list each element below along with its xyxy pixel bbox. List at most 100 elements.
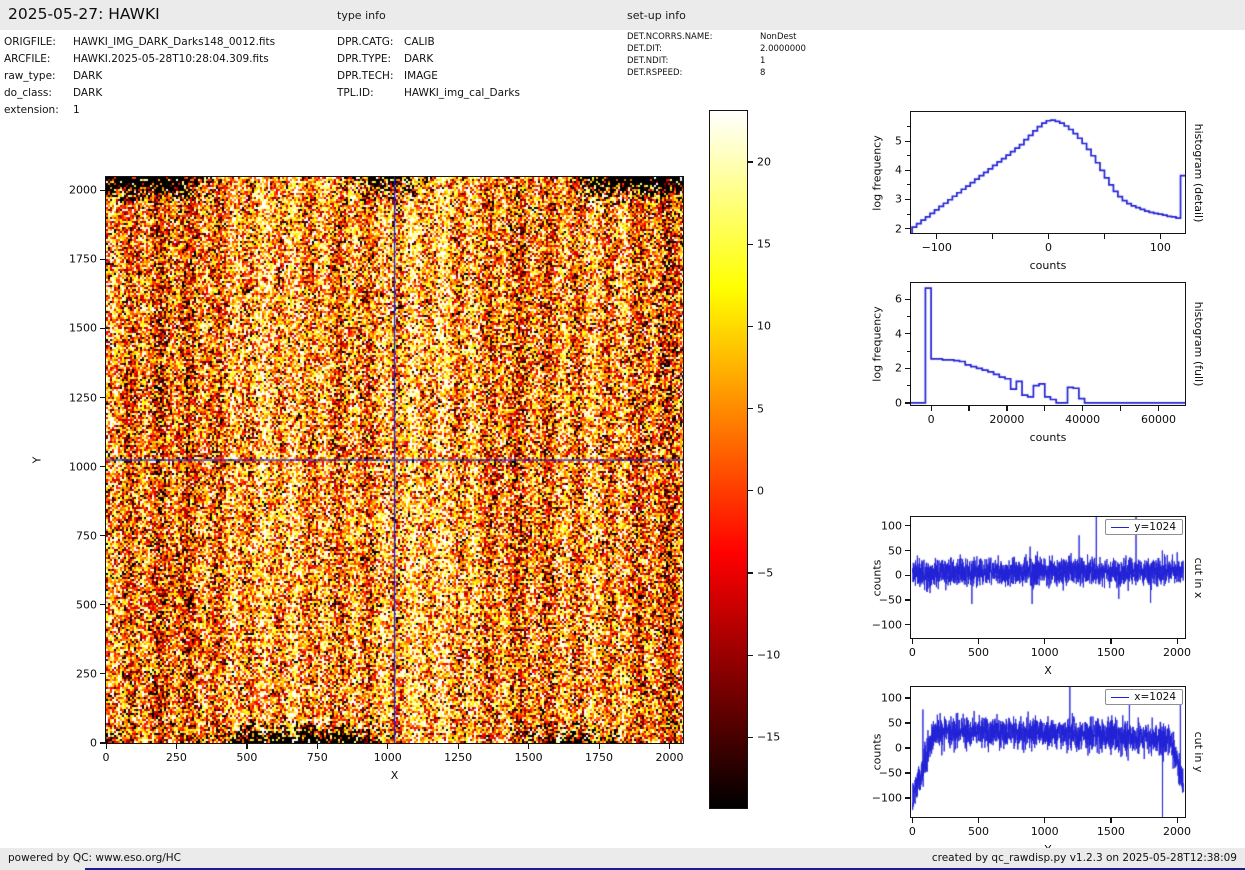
- y-tick-label: 6: [895, 292, 902, 306]
- x-tick-label: 1250: [444, 751, 473, 764]
- x-tick-mark: [1006, 406, 1008, 411]
- setup-info-block: DET.NCORRS.NAME: NonDest DET.DIT: 2.000000…: [627, 31, 806, 79]
- type-info-heading: type info: [337, 9, 386, 22]
- x-tick-label: 0: [102, 751, 110, 764]
- type-info-block: DPR.CATG: CALIB DPR.TYPE: DARK DPR.TECH: IM…: [337, 34, 520, 102]
- field-label: raw_type:: [4, 70, 56, 82]
- histogram-detail-plot: −100 0 100 2 3 4 5 counts log frequency histogram…: [871, 111, 1205, 272]
- y-minor-tick: [907, 316, 910, 318]
- field-value: 8: [760, 68, 766, 78]
- y-tick-mark: [100, 535, 105, 537]
- setup-info-row: DET.RSPEED: 8: [627, 67, 806, 79]
- field-value: 2.0000000: [760, 44, 806, 54]
- colorbar-tick-label: −5: [757, 566, 774, 580]
- y-tick-mark: [748, 654, 753, 656]
- x-tick-mark: [1176, 818, 1178, 823]
- y-tick-label: 0: [90, 736, 97, 750]
- y-tick-mark: [748, 572, 753, 574]
- field-value: HAWKI_img_cal_Darks: [404, 87, 520, 99]
- legend-label: x=1024: [1134, 691, 1176, 703]
- colorbar-tick-label: 15: [757, 237, 771, 251]
- x-tick-label: 500: [968, 646, 989, 659]
- y-tick-mark: [905, 574, 910, 576]
- y-tick-mark: [100, 742, 105, 744]
- colorbar-tick-label: 0: [757, 484, 764, 498]
- x-tick-mark: [930, 406, 932, 411]
- y-tick-label: 0: [895, 396, 902, 410]
- x-tick-label: 100: [1149, 241, 1171, 254]
- colorbar-tick-label: −15: [757, 730, 781, 744]
- y-tick-mark: [748, 243, 753, 245]
- y-tick-label: 1000: [69, 460, 97, 474]
- y-tick-label: 0: [895, 568, 902, 582]
- field-label: ARCFILE:: [4, 53, 51, 65]
- x-minor-tick: [1103, 234, 1106, 239]
- x-axis-label: counts: [1029, 431, 1067, 444]
- file-info-row: do_class: DARK: [4, 85, 275, 102]
- field-label: DPR.CATG:: [337, 36, 394, 48]
- x-tick-label: 1000: [1030, 646, 1059, 659]
- y-tick-label: 2000: [69, 183, 97, 197]
- x-tick-label: 2000: [1163, 825, 1192, 838]
- y-tick-mark: [905, 549, 910, 552]
- y-tick-label: −100: [871, 791, 902, 805]
- legend: x=1024: [1105, 689, 1183, 705]
- y-axis-label: log frequency: [870, 306, 884, 382]
- x-tick-mark: [1110, 639, 1112, 644]
- y-tick-mark: [905, 624, 910, 626]
- x-tick-label: 0: [908, 825, 916, 838]
- x-minor-tick: [1120, 406, 1122, 411]
- field-value: HAWKI_IMG_DARK_Darks148_0012.fits: [73, 36, 276, 48]
- y-tick-mark: [748, 325, 753, 327]
- field-label: do_class:: [4, 87, 52, 99]
- y-tick-mark: [100, 189, 105, 191]
- colorbar-tick-label: 20: [757, 155, 771, 169]
- field-value: DARK: [73, 70, 103, 82]
- type-info-row: DPR.TECH: IMAGE: [337, 68, 520, 85]
- x-tick-mark: [978, 818, 980, 823]
- x-tick-label: 1000: [373, 751, 402, 764]
- x-tick-mark: [1110, 818, 1112, 823]
- y-tick-mark: [748, 490, 753, 492]
- y-tick-label: 50: [888, 544, 902, 558]
- y-tick-mark: [905, 797, 910, 799]
- x-tick-label: 60000: [1140, 413, 1176, 426]
- y-tick-mark: [100, 327, 105, 330]
- y-tick-label: 2: [895, 361, 902, 375]
- y-tick-label: −100: [871, 618, 902, 632]
- x-tick-label: 500: [236, 751, 258, 764]
- cut-in-y-plot: 0500100015002000−100−50050100Ycountscut …: [871, 686, 1205, 856]
- x-tick-label: 2000: [655, 751, 684, 764]
- field-label: TPL.ID:: [337, 87, 374, 99]
- y-tick-mark: [905, 333, 910, 335]
- x-tick-mark: [528, 744, 530, 749]
- y-tick-mark: [905, 367, 910, 369]
- y-tick-label: 4: [895, 327, 902, 341]
- x-minor-tick: [992, 234, 994, 239]
- y-tick-label: −50: [878, 593, 902, 607]
- x-tick-label: 1500: [514, 751, 543, 764]
- x-axis-label: X: [1044, 664, 1052, 677]
- field-value: DARK: [404, 53, 434, 65]
- x-tick-label: 1500: [1096, 825, 1125, 838]
- y-tick-mark: [905, 228, 910, 230]
- field-label: DPR.TYPE:: [337, 53, 392, 65]
- y-tick-mark: [905, 697, 910, 699]
- field-value: HAWKI.2025-05-28T10:28:04.309.fits: [73, 53, 269, 65]
- type-info-row: DPR.TYPE: DARK: [337, 51, 520, 68]
- colorbar-tick-label: 5: [757, 402, 764, 416]
- y-tick-label: 1250: [69, 391, 97, 405]
- y-tick-label: 100: [881, 691, 902, 705]
- x-tick-label: 250: [165, 751, 187, 764]
- x-tick-mark: [911, 639, 913, 644]
- page-title: 2025-05-27: HAWKI: [8, 5, 160, 23]
- field-value: CALIB: [404, 36, 435, 48]
- y-tick-mark: [100, 396, 105, 399]
- y-axis-label: counts: [870, 559, 884, 596]
- x-minor-tick: [1044, 406, 1046, 411]
- y-tick-label: 0: [895, 741, 902, 755]
- x-tick-mark: [1157, 406, 1160, 411]
- field-label: DET.RSPEED:: [627, 68, 683, 78]
